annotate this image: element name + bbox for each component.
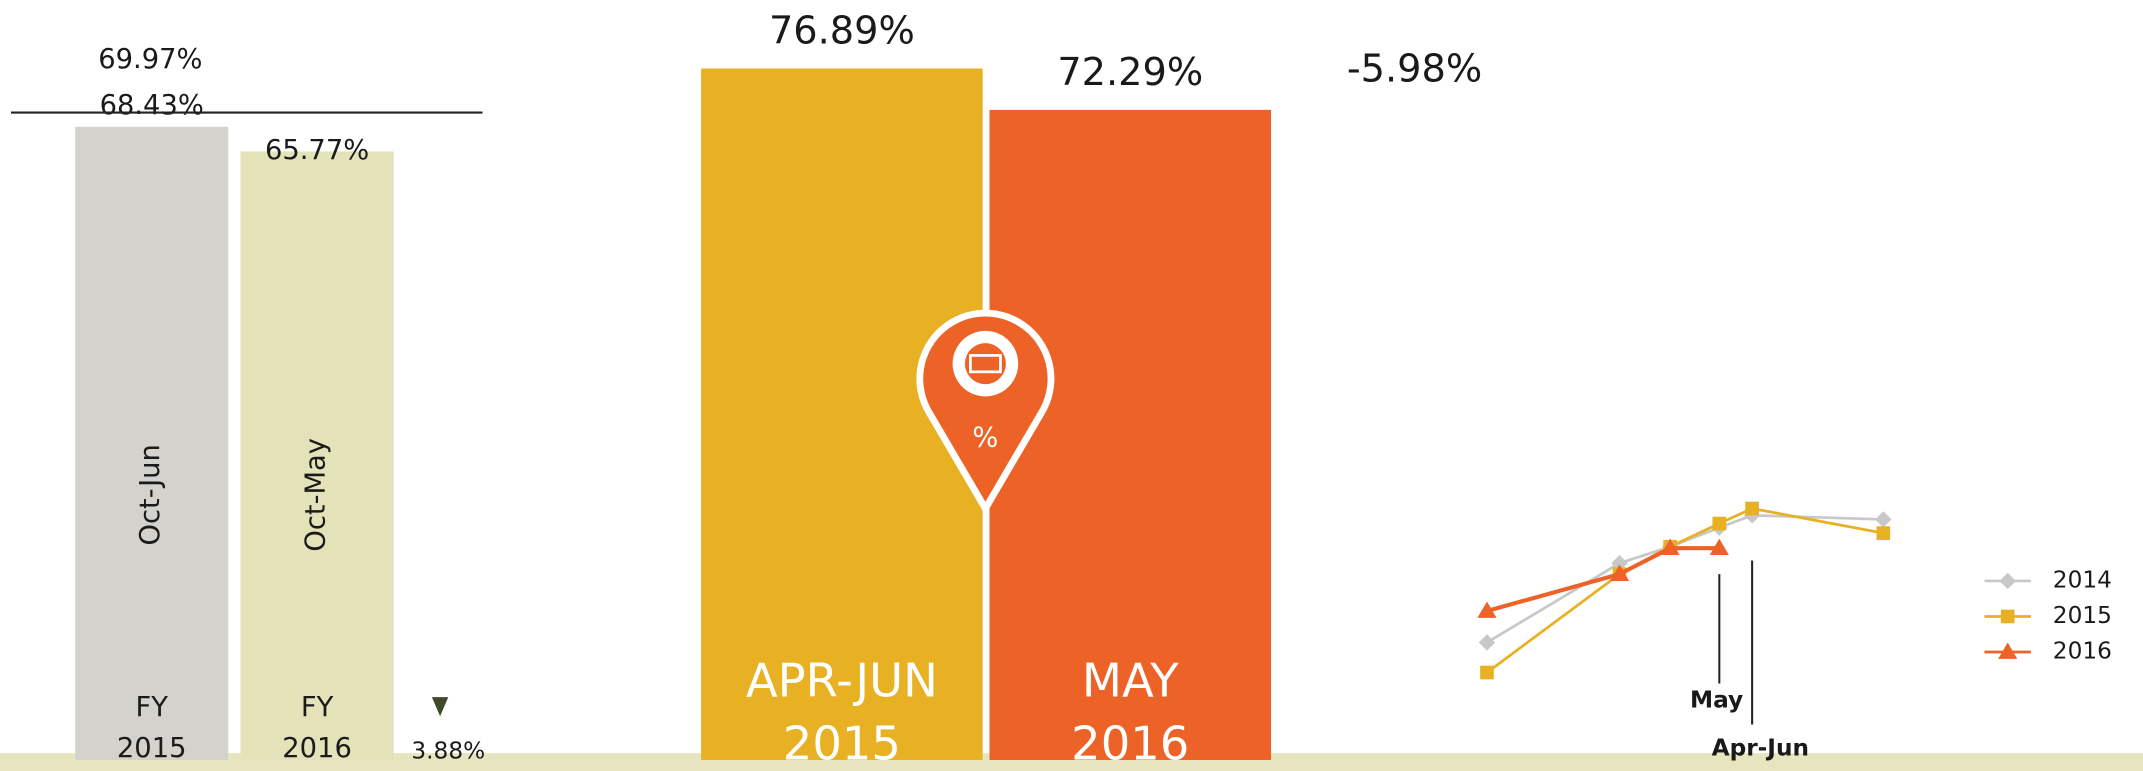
legend-label: 2015 [2053,602,2112,629]
category-label: APR-JUN 2015 [746,653,938,770]
chip-symbol [968,354,1002,374]
legend-label: 2016 [2053,638,2112,665]
series-line [1486,513,1884,644]
category-label: MAY 2016 [1071,653,1189,770]
category-label: FY 2015 [117,692,187,764]
change-arrow [431,697,449,717]
target-label: 69.97% [98,44,202,75]
marker [2000,609,2015,624]
marker [1480,665,1494,680]
series-line [1486,507,1884,674]
change-label: -5.98% [1347,47,1482,92]
marker [1712,516,1727,531]
change-label: 3.88% [411,737,485,764]
marker [1609,564,1630,581]
marker [1745,501,1759,516]
icon-label: % [972,422,998,453]
marker [1999,572,2016,590]
marker [1875,511,1892,528]
marker [1477,601,1497,618]
bar [75,126,229,760]
category-label: FY 2016 [282,692,352,764]
period-label: Oct-May [301,438,332,552]
bar [240,151,394,760]
value-label: 72.29% [1057,50,1203,95]
value-label: 68.43% [100,90,204,121]
legend-label: 2014 [2053,566,2112,593]
pin-icon [916,309,1055,512]
chip-center [964,343,1006,385]
marker [1660,538,1680,555]
marker [1709,538,1729,555]
value-label: 76.89% [769,8,915,53]
period-label: Oct-Jun [135,444,166,545]
x-tick-label: May [1690,687,1743,714]
value-label: 65.77% [265,135,369,166]
series-line [1486,546,1720,613]
bottom-band [0,753,2143,771]
x-tick-label: Apr-Jun [1712,735,1809,762]
marker [1876,526,1891,540]
bar [989,109,1272,760]
marker [1998,642,2018,659]
